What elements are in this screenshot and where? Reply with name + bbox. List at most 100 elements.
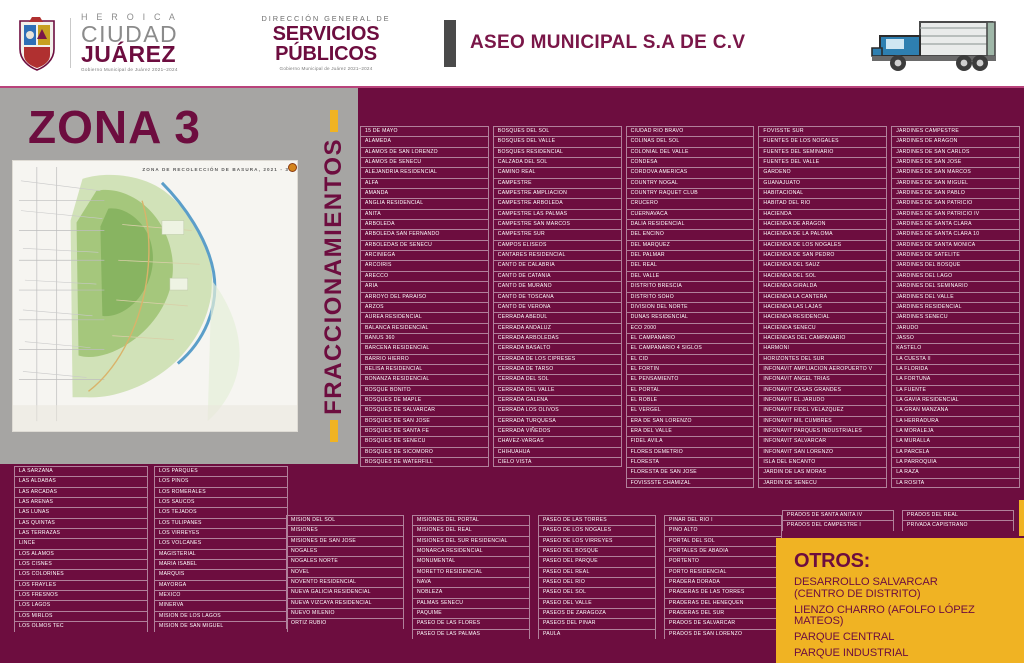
list-item[interactable]: INFONAVIT ANGEL TRIAS	[758, 374, 888, 385]
list-item[interactable]: NAVA	[412, 577, 530, 588]
list-item[interactable]: JARDINES CAMPESTRE	[891, 126, 1020, 137]
list-item[interactable]: JARDINES DE SAN MARCOS	[891, 167, 1020, 178]
list-item[interactable]: JARDINES RESIDENCIAL	[891, 301, 1020, 313]
list-item[interactable]: PRADERAS DEL SUR	[664, 608, 782, 619]
list-item[interactable]: JARDINES DE SAN PATRICIO IV	[891, 208, 1020, 220]
list-item[interactable]: 15 DE MAYO	[360, 126, 489, 137]
list-item[interactable]: LA ROSITA	[891, 477, 1020, 489]
list-item[interactable]: ALAMEDA	[360, 136, 489, 147]
list-item[interactable]: LA SARZANA	[14, 466, 148, 477]
list-item[interactable]: INFONAVIT SAN LORENZO	[758, 446, 888, 457]
list-item[interactable]: LOS SAUCOS	[154, 497, 288, 508]
list-item[interactable]: INFONAVIT PARQUES INDUSTRIALES	[758, 425, 888, 437]
list-item[interactable]: HACIENDA SENECU	[758, 322, 888, 333]
list-item[interactable]: CORDOVA AMERICAS	[625, 167, 755, 178]
list-item[interactable]: CAMPESTRE SAN MARCOS	[492, 219, 622, 230]
list-item[interactable]: JARDINES DE SAN CARLOS	[891, 146, 1020, 158]
list-item[interactable]: HORIZONTES DEL SUR	[758, 353, 888, 364]
list-item[interactable]: HACIENDA	[758, 208, 888, 220]
list-item[interactable]: BOSQUES DE WATERFILL	[360, 457, 489, 468]
list-item[interactable]: CANTO DE TOSCANA	[492, 291, 622, 302]
list-item[interactable]: ALAMOS DE SENECU	[360, 157, 489, 168]
list-item[interactable]: PASEO DE LOS VIRREYES	[538, 535, 656, 547]
list-item[interactable]: EL FORTIN	[625, 363, 755, 375]
list-item[interactable]: JARDINES DE SANTA MONICA	[891, 239, 1020, 251]
list-item[interactable]: CERRADA ABEDUL	[492, 312, 622, 323]
list-item[interactable]: INFONAVIT SALVARCAR	[758, 436, 888, 447]
list-item[interactable]: LOS PARQUES	[154, 466, 288, 477]
list-item[interactable]: CALZADA DEL SOL	[492, 157, 622, 168]
list-item[interactable]: JARDINES DE SAN JOSE	[891, 157, 1020, 168]
list-item[interactable]: CERRADA ANDALUZ	[492, 322, 622, 333]
list-item[interactable]: PAULA	[538, 628, 656, 640]
list-item[interactable]: CONDESA	[625, 157, 755, 168]
list-item[interactable]: DISTRITO SOHO	[625, 291, 755, 302]
list-item[interactable]: JARDINES DEL LAGO	[891, 270, 1020, 282]
list-item[interactable]: EL CID	[625, 353, 755, 364]
list-item[interactable]: LOS FRAYLES	[14, 579, 148, 591]
list-item[interactable]: JARDINES DE SAN PABLO	[891, 188, 1020, 199]
list-item[interactable]: CAMPESTRE ARBOLEDA	[492, 198, 622, 209]
list-item[interactable]: CHAVEZ-VARGAS	[492, 436, 622, 447]
list-item[interactable]: MONARCA RESIDENCIAL	[412, 546, 530, 557]
list-item[interactable]: JARDINES DEL BOSQUE	[891, 260, 1020, 271]
list-item[interactable]: ARROYO DEL PARAISO	[360, 291, 489, 302]
list-item[interactable]: FLORESTA DE SAN JOSE	[625, 467, 755, 478]
list-item[interactable]: PASEO DE LOS NOGALES	[538, 525, 656, 536]
list-item[interactable]: LA CUESTA II	[891, 353, 1020, 364]
list-item[interactable]: LOS VOLCANES	[154, 538, 288, 549]
list-item[interactable]: BALANCA RESIDENCIAL	[360, 322, 489, 333]
list-item[interactable]: ORTIZ RUBIO	[286, 618, 404, 629]
list-item[interactable]: MINERVA	[154, 600, 288, 611]
list-item[interactable]: JARDINES DE SANTA CLARA	[891, 219, 1020, 230]
list-item[interactable]: INFONAVIT EL JARUDO	[758, 394, 888, 406]
list-item[interactable]: PORTAL DEL SOL	[664, 535, 782, 547]
list-item[interactable]: DEL VALLE	[625, 270, 755, 282]
list-item[interactable]: INFONAVIT CASAS GRANDES	[758, 384, 888, 395]
list-item[interactable]: LA MURALLA	[891, 436, 1020, 447]
list-item[interactable]: ARZOS	[360, 301, 489, 313]
list-item[interactable]: GUANAJUATO	[758, 177, 888, 189]
list-item[interactable]: CERRADA BASALTO	[492, 343, 622, 354]
list-item[interactable]: HARMONI	[758, 343, 888, 354]
list-item[interactable]: FIDEL AVILA	[625, 436, 755, 447]
list-item[interactable]: LOS OLMOS TEC	[14, 621, 148, 632]
list-item[interactable]: PASEO DEL REAL	[538, 566, 656, 578]
list-item[interactable]: CERRADA GALENA	[492, 394, 622, 406]
list-item[interactable]: PASEO DEL RIO	[538, 577, 656, 588]
list-item[interactable]: BOSQUES DE MAPLE	[360, 394, 489, 406]
list-item[interactable]: LA HERRADURA	[891, 415, 1020, 426]
list-item[interactable]: PRADOS DE SALVARCAR	[664, 618, 782, 629]
list-item[interactable]: LAS ARENAS	[14, 497, 148, 508]
list-item[interactable]: LOS TEJADOS	[154, 507, 288, 518]
zone-map[interactable]: ZONA DE RECOLECCIÓN DE BASURA, 2021 - 3	[12, 160, 298, 432]
list-item[interactable]: ANITA	[360, 208, 489, 220]
list-item[interactable]: EL ROBLE	[625, 394, 755, 406]
list-item[interactable]: COUNTRY RAQUET CLUB	[625, 188, 755, 199]
list-item[interactable]: BOSQUES RESIDENCIAL	[492, 146, 622, 158]
list-item[interactable]: CERRADA DE TARSO	[492, 363, 622, 375]
list-item[interactable]: CAMPOS ELISEOS	[492, 239, 622, 251]
list-item[interactable]: JARDINES DE ARAGON	[891, 136, 1020, 147]
list-item[interactable]: FUENTES DE LOS NOGALES	[758, 136, 888, 147]
list-item[interactable]: DEL REAL	[625, 260, 755, 271]
list-item[interactable]: HABITACIONAL	[758, 188, 888, 199]
list-item[interactable]: FUENTES DEL VALLE	[758, 157, 888, 168]
list-item[interactable]: CAMPESTRE	[492, 177, 622, 189]
list-item[interactable]: JARUDO	[891, 322, 1020, 333]
list-item[interactable]: LOS CISNES	[14, 559, 148, 570]
list-item[interactable]: ALAMOS DE SAN LORENZO	[360, 146, 489, 158]
list-item[interactable]: PRADOS DE SANTA ANITA IV	[782, 510, 894, 521]
list-item[interactable]: CRUCERO	[625, 198, 755, 209]
list-item[interactable]: LINCE	[14, 538, 148, 549]
list-item[interactable]: HACIENDA LA CANTERA	[758, 291, 888, 302]
list-item[interactable]: LA RAZA	[891, 467, 1020, 478]
list-item[interactable]: INFONAVIT AMPLIACION AEROPUERTO V	[758, 363, 888, 375]
list-item[interactable]: BOSQUES DE SANTA FE	[360, 425, 489, 437]
list-item[interactable]: CERRADA LOS OLIVOS	[492, 405, 622, 416]
list-item[interactable]: ALEJANDRIA RESIDENCIAL	[360, 167, 489, 178]
list-item[interactable]: DIVISION DEL NORTE	[625, 301, 755, 313]
list-item[interactable]: LAS LUNAS	[14, 507, 148, 518]
list-item[interactable]: CAMINO REAL	[492, 167, 622, 178]
list-item[interactable]: CANTARES RESIDENCIAL	[492, 250, 622, 261]
